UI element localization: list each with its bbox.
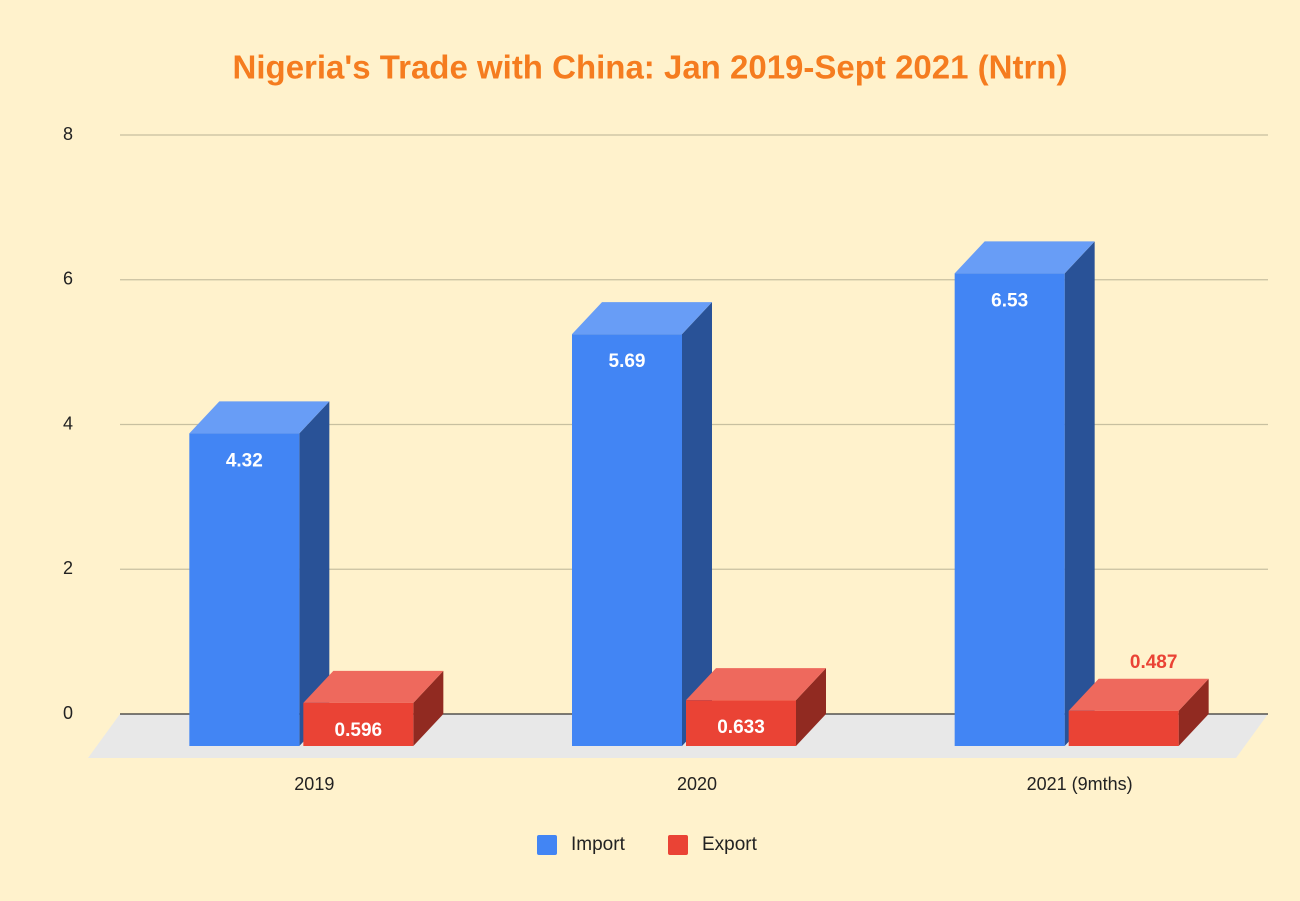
y-tick-label: 0 <box>63 703 73 723</box>
bar-side <box>1064 241 1095 747</box>
bar <box>572 302 712 746</box>
x-tick-label: 2020 <box>677 774 717 794</box>
bar <box>303 670 444 746</box>
bar <box>954 241 1095 747</box>
bar-top <box>686 668 826 701</box>
bar-side <box>682 302 712 746</box>
bar-front <box>686 700 796 746</box>
x-tick-label: 2021 (9mths) <box>1027 774 1133 794</box>
bar-side <box>796 668 826 746</box>
y-tick-label: 6 <box>63 269 73 289</box>
value-label: 6.53 <box>991 290 1028 311</box>
bar <box>189 401 330 746</box>
bar-front <box>1068 710 1179 746</box>
legend-label: Import <box>571 834 626 855</box>
value-label: 0.633 <box>717 717 765 738</box>
bar <box>1068 678 1209 746</box>
y-tick-label: 2 <box>63 558 73 578</box>
x-tick-label: 2019 <box>294 774 334 794</box>
value-label: 0.596 <box>335 720 383 741</box>
chart-title: Nigeria's Trade with China: Jan 2019-Sep… <box>233 49 1068 86</box>
bar-top <box>954 241 1095 274</box>
y-tick-label: 8 <box>63 124 73 144</box>
bar-front <box>954 273 1065 746</box>
bar-top <box>189 401 330 434</box>
bar <box>686 668 826 746</box>
bar-side <box>413 670 444 746</box>
legend-swatch <box>668 835 688 855</box>
bar-front <box>303 702 414 746</box>
bar-side <box>1178 678 1209 746</box>
legend-label: Export <box>702 834 758 855</box>
value-label: 5.69 <box>609 351 646 372</box>
value-label: 4.32 <box>226 450 263 471</box>
value-label: 0.487 <box>1130 652 1178 673</box>
bar-front <box>572 334 682 746</box>
bar-top <box>572 302 712 335</box>
y-tick-label: 4 <box>63 413 73 433</box>
legend-swatch <box>537 835 557 855</box>
bar-top <box>303 670 444 703</box>
bar-front <box>189 433 300 746</box>
bar-side <box>299 401 330 746</box>
bar-top <box>1068 678 1209 711</box>
